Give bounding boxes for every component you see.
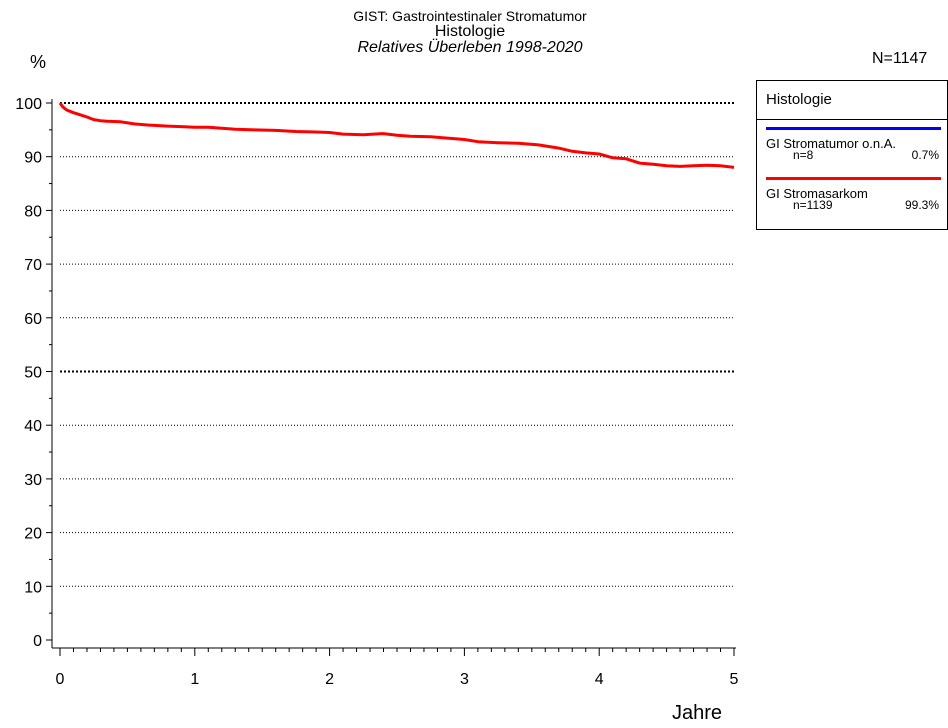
legend-item-name: GI Stromasarkom — [766, 186, 868, 201]
y-tick-label: 60 — [24, 311, 42, 328]
chart-title: GIST: Gastrointestinaler Stromatumor — [353, 8, 587, 24]
y-tick-label: 0 — [33, 633, 42, 650]
x-tick-label: 3 — [460, 671, 469, 688]
total-count: N=1147 — [872, 50, 928, 67]
x-tick-label: 2 — [325, 671, 334, 688]
y-tick-label: 70 — [24, 257, 42, 274]
x-tick-label: 0 — [56, 671, 65, 688]
y-tick-label: 20 — [24, 526, 42, 543]
y-tick-label: 80 — [24, 203, 42, 220]
legend-swatch-stromasarkom — [766, 177, 941, 180]
y-tick-label: 40 — [24, 418, 42, 435]
y-tick-label: 100 — [15, 96, 42, 113]
legend-divider — [757, 119, 947, 120]
legend-swatch-stromatumor — [766, 127, 941, 130]
legend-item-count: n=1139 — [793, 198, 833, 212]
y-axis-unit: % — [30, 52, 47, 72]
legend-item-percent: 99.3% — [904, 198, 939, 212]
y-tick-label: 90 — [24, 150, 42, 167]
legend: Histologie GI Stromatumor o.n.A. n=8 0.7… — [756, 80, 948, 230]
x-axis-label: Jahre — [672, 702, 723, 724]
legend-title: Histologie — [766, 91, 832, 108]
legend-item-name: GI Stromatumor o.n.A. — [766, 136, 897, 151]
chart-subtitle: Histologie — [434, 23, 506, 40]
y-tick-label: 30 — [24, 472, 42, 489]
chart-title-block: GIST: Gastrointestinaler Stromatumor His… — [260, 8, 680, 57]
legend-item-count: n=8 — [793, 148, 814, 162]
chart-caption: Relatives Überleben 1998-2020 — [357, 39, 583, 56]
series-line-stromasarkom — [58, 102, 735, 169]
y-tick-label: 50 — [24, 365, 42, 382]
y-tick-label: 10 — [24, 579, 42, 596]
legend-item-percent: 0.7% — [911, 148, 939, 162]
x-tick-label: 4 — [595, 671, 604, 688]
x-tick-label: 5 — [730, 671, 739, 688]
x-tick-label: 1 — [190, 671, 199, 688]
